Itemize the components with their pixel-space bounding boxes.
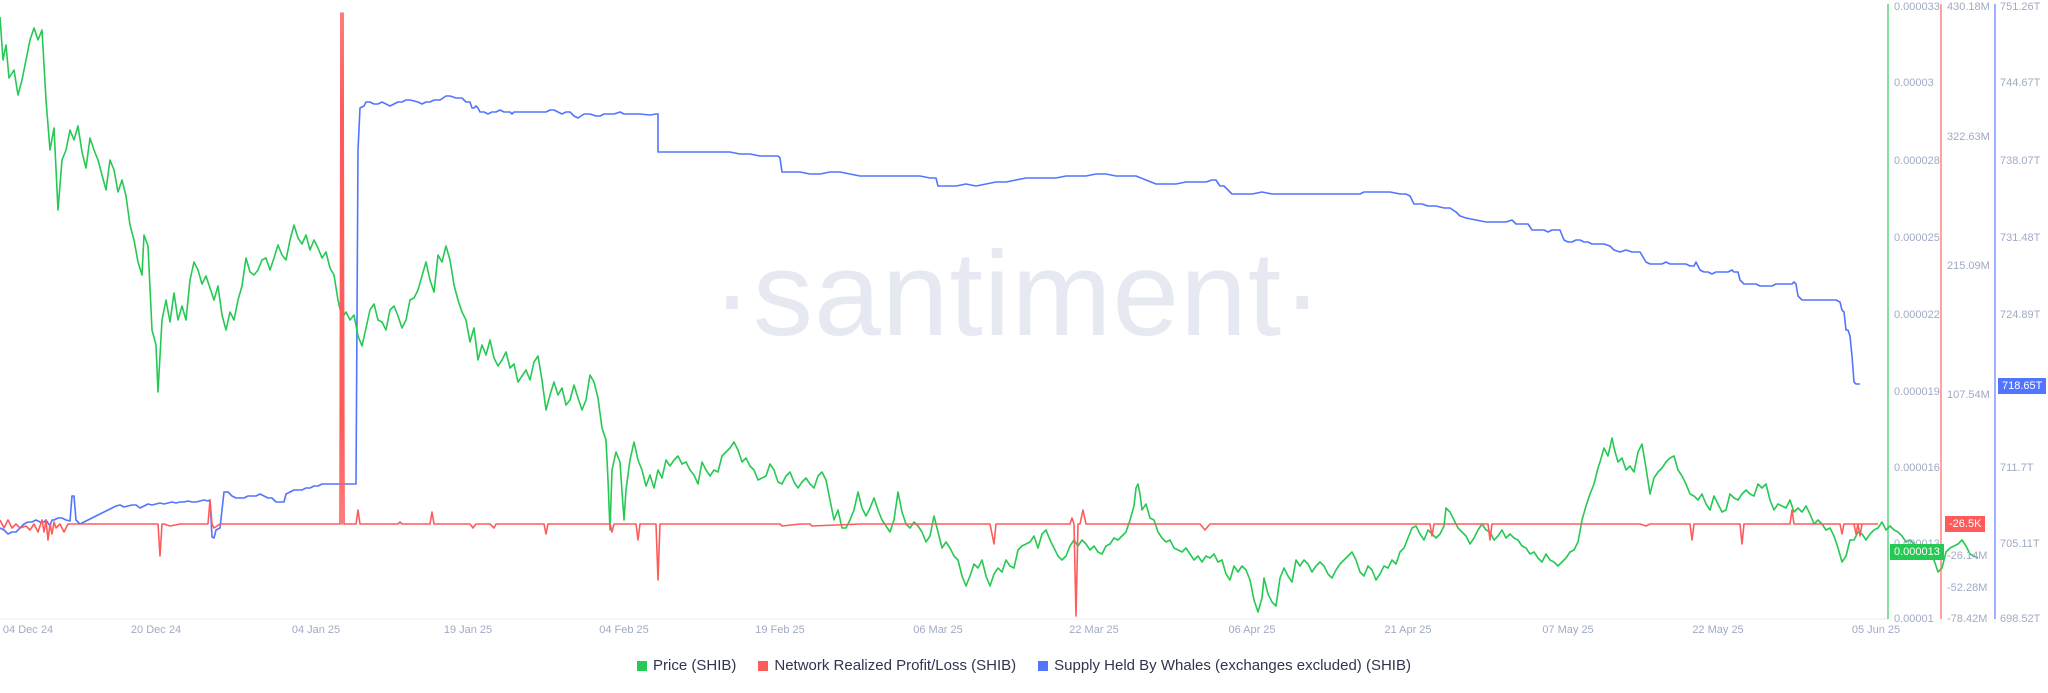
x-tick-label: 19 Jan 25 xyxy=(444,624,492,636)
y-tick-label: 0.000016 xyxy=(1894,462,1940,474)
legend-label: Price (SHIB) xyxy=(653,657,737,674)
y-tick-label: -26.14M xyxy=(1947,550,1987,562)
y-tick-label: 0.000022 xyxy=(1894,309,1940,321)
nrpl-swatch-icon xyxy=(758,660,769,671)
legend-item-nrpl[interactable]: Network Realized Profit/Loss (SHIB) xyxy=(758,657,1016,674)
x-tick-label: 06 Mar 25 xyxy=(913,624,963,636)
y-tick-label: 0.000025 xyxy=(1894,232,1940,244)
x-tick-label: 05 Jun 25 xyxy=(1852,624,1900,636)
y-tick-label: 744.67T xyxy=(2000,77,2041,89)
nrpl-current-badge: -26.5K xyxy=(1945,516,1986,532)
legend-label: Supply Held By Whales (exchanges exclude… xyxy=(1054,657,1411,674)
y-tick-label: 698.52T xyxy=(2000,613,2041,625)
y-tick-label: 705.11T xyxy=(2000,538,2040,550)
x-tick-label: 04 Dec 24 xyxy=(3,624,53,636)
whales-swatch-icon xyxy=(1038,660,1049,671)
x-axis: 04 Dec 24 20 Dec 24 04 Jan 25 19 Jan 25 04 F… xyxy=(0,618,1900,636)
x-tick-label: 07 May 25 xyxy=(1542,624,1593,636)
series-layer xyxy=(0,12,1979,617)
y-tick-label: 711.7T xyxy=(2000,462,2034,474)
legend-item-whales[interactable]: Supply Held By Whales (exchanges exclude… xyxy=(1038,657,1411,674)
y-tick-label: 0.00001 xyxy=(1894,613,1934,625)
y-tick-label: 738.07T xyxy=(2000,155,2041,167)
y-tick-label: 0.000019 xyxy=(1894,386,1940,398)
y-tick-label: 731.48T xyxy=(2000,232,2041,244)
series-line xyxy=(0,12,1878,617)
x-tick-label: 19 Feb 25 xyxy=(755,624,805,636)
legend: Price (SHIB) Network Realized Profit/Los… xyxy=(0,657,2048,674)
x-tick-label: 22 Mar 25 xyxy=(1069,624,1119,636)
x-tick-label: 04 Jan 25 xyxy=(292,624,340,636)
series-line xyxy=(0,16,1979,613)
x-tick-label: 21 Apr 25 xyxy=(1384,624,1431,636)
price-current-badge: 0.000013 xyxy=(1890,544,1944,560)
legend-item-price[interactable]: Price (SHIB) xyxy=(637,657,736,674)
legend-label: Network Realized Profit/Loss (SHIB) xyxy=(774,657,1017,674)
x-tick-label: 06 Apr 25 xyxy=(1228,624,1275,636)
y-tick-label: 430.18M xyxy=(1947,1,1990,13)
y-tick-label: 0.00003 xyxy=(1894,77,1934,89)
price-swatch-icon xyxy=(637,660,648,671)
x-tick-label: 04 Feb 25 xyxy=(599,624,649,636)
x-tick-label: 20 Dec 24 xyxy=(131,624,181,636)
y-tick-label: 751.26T xyxy=(2000,1,2041,13)
y-tick-label: 322.63M xyxy=(1947,131,1990,143)
y-tick-label: -78.42M xyxy=(1947,613,1987,625)
y-tick-label: -52.28M xyxy=(1947,582,1987,594)
y-tick-label: 107.54M xyxy=(1947,389,1990,401)
y-tick-label: 0.000033 xyxy=(1894,1,1940,13)
y-tick-label: 0.000028 xyxy=(1894,155,1940,167)
x-tick-label: 22 May 25 xyxy=(1692,624,1743,636)
y-tick-label: 724.89T xyxy=(2000,309,2041,321)
series-line xyxy=(0,95,1860,539)
y-tick-label: 215.09M xyxy=(1947,260,1990,272)
whales-current-badge: 718.65T xyxy=(1998,378,2047,394)
y-axes: 0.000033 0.00003 0.000028 0.000025 0.000022 0… xyxy=(1887,1,2041,625)
